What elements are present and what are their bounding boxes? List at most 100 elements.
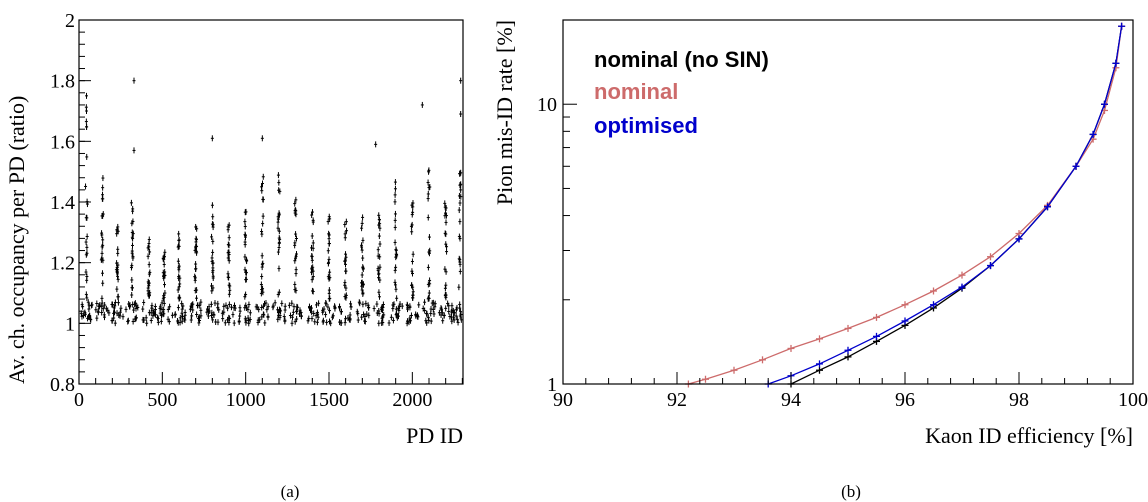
data-point — [344, 218, 348, 225]
data-point — [260, 252, 264, 259]
data-point — [446, 300, 450, 307]
data-point — [429, 318, 433, 325]
panel-a-ytick-label: 0.8 — [50, 374, 75, 396]
data-point — [311, 245, 315, 252]
data-point — [159, 318, 163, 325]
data-point — [458, 268, 462, 275]
data-point — [321, 317, 325, 324]
data-point — [144, 314, 148, 321]
data-point — [210, 312, 214, 319]
data-point — [259, 281, 263, 288]
data-point — [409, 312, 413, 319]
data-point — [276, 225, 280, 232]
data-point — [216, 300, 220, 307]
data-point — [393, 217, 397, 224]
occupancy-data-points — [79, 77, 463, 327]
data-point — [244, 291, 248, 298]
data-point — [393, 267, 397, 274]
data-point — [394, 306, 398, 313]
panel-b-xlabel: Kaon ID efficiency [%] — [925, 423, 1133, 448]
data-point — [226, 249, 230, 256]
data-point — [372, 305, 376, 312]
data-point — [261, 285, 265, 292]
data-point — [162, 273, 166, 280]
data-point — [444, 241, 448, 248]
data-point — [100, 303, 104, 310]
data-point — [170, 312, 174, 319]
data-point — [216, 319, 220, 326]
data-point — [295, 316, 299, 323]
data-point — [287, 302, 291, 309]
data-point — [427, 295, 431, 302]
data-point — [428, 277, 432, 284]
data-point — [294, 207, 298, 214]
data-point — [273, 299, 277, 306]
data-point — [211, 249, 215, 256]
panel-b-ylabel: Pion mis-ID rate [%] — [492, 20, 517, 205]
data-point — [392, 301, 396, 308]
data-point — [183, 316, 187, 323]
data-point — [194, 243, 198, 250]
data-point — [150, 302, 154, 309]
data-point — [427, 290, 431, 297]
data-point — [277, 265, 281, 272]
data-point — [294, 266, 298, 273]
series-marker — [844, 346, 852, 354]
data-point — [211, 275, 215, 282]
data-point — [277, 228, 281, 235]
data-point — [426, 214, 430, 221]
data-point — [132, 147, 136, 154]
data-point — [429, 306, 433, 313]
data-point — [290, 314, 294, 321]
series-marker — [816, 366, 823, 374]
data-point — [328, 295, 332, 302]
data-point — [299, 313, 303, 320]
data-point — [162, 300, 166, 307]
data-point — [243, 253, 247, 260]
data-point — [410, 221, 414, 228]
data-point — [126, 318, 130, 325]
data-point — [327, 290, 331, 297]
series-marker — [958, 283, 966, 291]
data-point — [121, 313, 125, 320]
data-point — [195, 249, 199, 256]
data-point — [262, 311, 266, 318]
panel-a-xtick-label: 2000 — [392, 389, 432, 411]
panel-a-xtick-label: 0 — [74, 389, 84, 411]
series-nominal — [684, 22, 1126, 388]
data-point — [441, 317, 445, 324]
data-point — [410, 258, 414, 265]
data-point — [343, 293, 347, 300]
data-point — [375, 310, 379, 317]
data-point — [134, 315, 138, 322]
data-point — [437, 309, 441, 316]
data-point — [426, 281, 430, 288]
panel-a-ylabel: Av. ch. occupancy per PD (ratio) — [4, 96, 29, 384]
data-point — [180, 306, 184, 313]
data-point — [450, 318, 454, 325]
data-point — [292, 303, 296, 310]
data-point — [94, 306, 98, 313]
data-point — [396, 313, 400, 320]
data-point — [177, 275, 181, 282]
data-point — [293, 281, 297, 288]
data-point — [260, 261, 264, 268]
data-point — [261, 196, 265, 203]
data-point — [459, 193, 463, 200]
data-point — [458, 182, 462, 189]
data-point — [293, 242, 297, 249]
data-point — [162, 306, 166, 313]
data-point — [199, 307, 203, 314]
data-point — [260, 231, 264, 238]
data-point — [128, 302, 132, 309]
data-point — [339, 319, 343, 326]
data-point — [199, 299, 203, 306]
data-point — [426, 314, 430, 321]
data-point — [314, 312, 318, 319]
data-point — [443, 291, 447, 298]
data-point — [231, 311, 235, 318]
series-marker — [901, 317, 909, 325]
data-point — [180, 318, 184, 325]
data-point — [212, 311, 216, 318]
data-point — [85, 244, 89, 251]
